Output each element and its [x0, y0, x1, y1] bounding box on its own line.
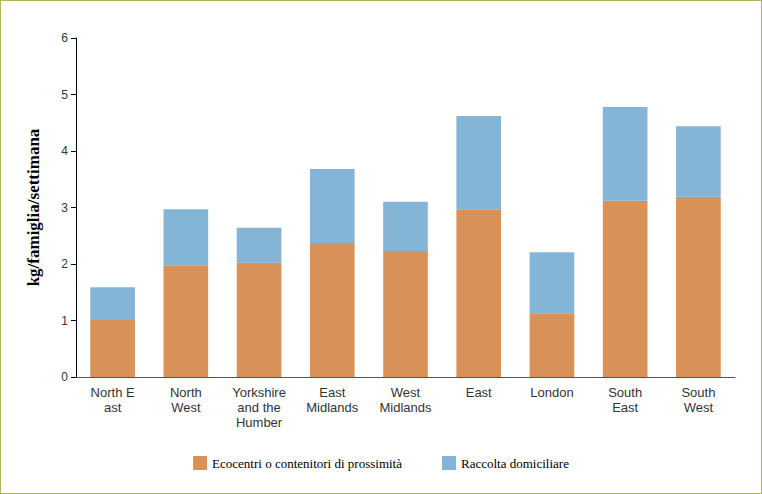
svg-text:West: West: [684, 400, 714, 415]
svg-text:2: 2: [61, 257, 68, 271]
svg-text:East: East: [612, 400, 638, 415]
svg-text:East: East: [466, 385, 492, 400]
svg-text:Midlands: Midlands: [379, 400, 432, 415]
svg-text:1: 1: [61, 314, 68, 328]
svg-text:4: 4: [61, 144, 68, 158]
svg-text:South: South: [681, 385, 715, 400]
svg-text:6: 6: [61, 31, 68, 45]
svg-text:0: 0: [61, 370, 68, 384]
svg-text:Humber: Humber: [236, 415, 283, 430]
svg-text:3: 3: [61, 201, 68, 215]
svg-text:London: London: [530, 385, 573, 400]
svg-text:Raccolta domiciliare: Raccolta domiciliare: [461, 456, 569, 471]
svg-text:North E: North E: [91, 385, 135, 400]
svg-text:North: North: [170, 385, 202, 400]
svg-text:South: South: [608, 385, 642, 400]
svg-text:Midlands: Midlands: [306, 400, 359, 415]
svg-text:kg/famiglia/settimana: kg/famiglia/settimana: [24, 128, 43, 286]
svg-text:and the: and the: [237, 400, 280, 415]
svg-text:West: West: [391, 385, 421, 400]
svg-text:West: West: [171, 400, 201, 415]
svg-text:Ecocentri o contenitori di pro: Ecocentri o contenitori di prossimità: [212, 456, 402, 471]
svg-text:5: 5: [61, 88, 68, 102]
svg-text:East: East: [319, 385, 345, 400]
svg-text:Yorkshire: Yorkshire: [232, 385, 286, 400]
svg-text:ast: ast: [104, 400, 122, 415]
